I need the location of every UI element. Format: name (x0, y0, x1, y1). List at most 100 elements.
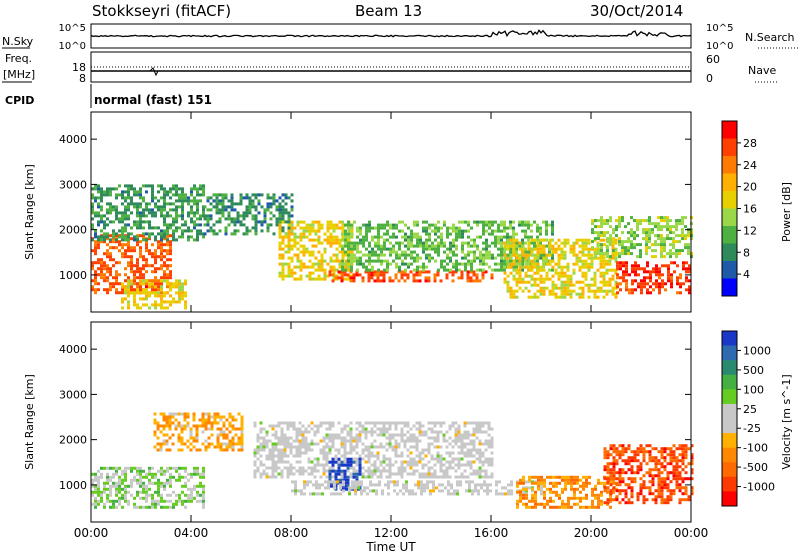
heatmap-cell (207, 412, 211, 416)
heatmap-cell (389, 241, 392, 245)
heatmap-cell (609, 255, 612, 259)
heatmap-cell (295, 427, 299, 431)
heatmap-cell (452, 244, 455, 248)
heatmap-cell (166, 493, 169, 497)
heatmap-cell (422, 244, 425, 248)
heatmap-cell (606, 249, 609, 253)
heatmap-cell (431, 241, 434, 245)
heatmap-cell (531, 489, 534, 493)
heatmap-cell (112, 232, 115, 236)
heatmap-cell (487, 439, 491, 443)
heatmap-cell (294, 489, 297, 493)
heatmap-cell (587, 265, 591, 269)
heatmap-cell (406, 448, 410, 452)
heatmap-cell (440, 232, 443, 236)
heatmap-cell (121, 255, 124, 259)
heatmap-cell (370, 421, 374, 425)
heatmap-cell (384, 483, 387, 487)
heatmap-cell (112, 481, 115, 485)
heatmap-cell (142, 273, 145, 277)
heatmap-cell (94, 499, 97, 503)
heatmap-cell (346, 433, 350, 437)
heatmap-cell (97, 267, 100, 271)
heatmap-cell (376, 445, 380, 449)
heatmap-cell (156, 424, 160, 428)
heatmap-cell (555, 475, 558, 479)
heatmap-cell (476, 244, 479, 248)
heatmap-cell (587, 283, 591, 287)
heatmap-cell (142, 199, 145, 203)
heatmap-cell (346, 439, 350, 443)
heatmap-cell (522, 489, 525, 493)
heatmap-cell (290, 274, 294, 278)
heatmap-cell (313, 424, 317, 428)
heatmap-cell (301, 445, 305, 449)
heatmap-cell (475, 448, 479, 452)
heatmap-cell (557, 286, 561, 290)
heatmap-cell (645, 219, 648, 223)
heatmap-cell (280, 421, 284, 425)
heatmap-cell (490, 457, 494, 461)
heatmap-cell (461, 256, 464, 260)
heatmap-cell (510, 480, 513, 484)
heatmap-cell (339, 486, 342, 490)
heatmap-cell (319, 451, 323, 455)
heatmap-cell (667, 276, 670, 280)
heatmap-cell (302, 229, 306, 233)
heatmap-cell (263, 220, 267, 224)
heatmap-cell (616, 276, 619, 280)
heatmap-cell (343, 424, 347, 428)
heatmap-cell (253, 421, 257, 425)
heatmap-cell (301, 451, 305, 455)
heatmap-cell (308, 274, 312, 278)
heatmap-cell (522, 496, 525, 500)
heatmap-cell (449, 250, 452, 254)
heatmap-cell (448, 460, 452, 464)
heatmap-cell (148, 466, 151, 470)
heatmap-cell (560, 265, 564, 269)
heatmap-cell (480, 483, 483, 487)
heatmap-cell (321, 492, 324, 496)
heatmap-cell (536, 295, 540, 299)
heatmap-cell (687, 234, 690, 238)
heatmap-cell (478, 457, 482, 461)
heatmap-cell (490, 472, 494, 476)
heatmap-cell (237, 448, 241, 452)
heatmap-cell (439, 457, 443, 461)
heatmap-cell (434, 250, 437, 254)
heatmap-cell (291, 480, 294, 484)
heatmap-cell (688, 285, 691, 289)
heatmap-cell (527, 220, 530, 224)
heatmap-cell (193, 487, 196, 491)
heatmap-cell (142, 258, 145, 262)
heatmap-cell (461, 220, 464, 224)
heatmap-cell (121, 190, 124, 194)
heatmap-cell (201, 412, 205, 416)
heatmap-cell (382, 460, 386, 464)
heatmap-cell (121, 243, 124, 247)
heatmap-cell (230, 220, 234, 224)
heatmap-cell (428, 259, 431, 263)
heatmap-cell (472, 421, 476, 425)
heatmap-cell (308, 226, 312, 230)
heatmap-cell (539, 265, 543, 269)
heatmap-cell (678, 222, 681, 226)
heatmap-cell (308, 265, 312, 269)
heatmap-cell (367, 430, 371, 434)
heatmap-cell (375, 492, 378, 496)
heatmap-cell (611, 292, 615, 296)
heatmap-cell (512, 289, 516, 293)
heatmap-cell (296, 220, 300, 224)
heatmap-cell (394, 442, 398, 446)
heatmap-cell (639, 255, 642, 259)
heatmap-cell (160, 211, 163, 215)
heatmap-cell (127, 288, 130, 292)
heatmap-cell (354, 483, 357, 487)
heatmap-cell (374, 244, 377, 248)
heatmap-cell (224, 208, 228, 212)
heatmap-cell (145, 208, 148, 212)
heatmap-cell (287, 274, 291, 278)
heatmap-cell (652, 270, 655, 274)
heatmap-cell (178, 475, 181, 479)
heatmap-cell (172, 232, 175, 236)
